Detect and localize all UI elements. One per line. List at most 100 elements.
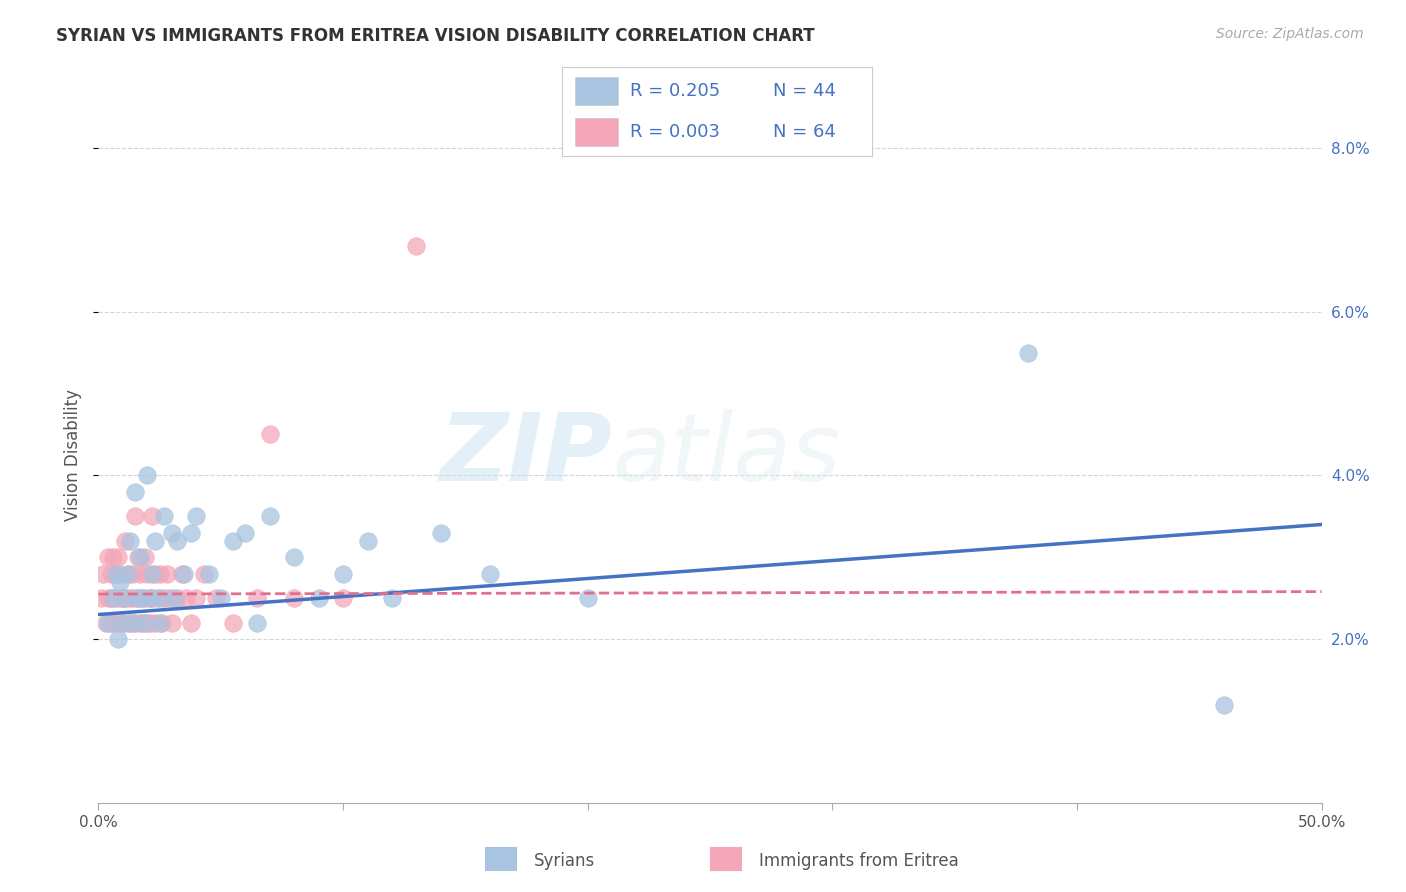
Text: Syrians: Syrians xyxy=(534,852,596,870)
Point xyxy=(1212,698,1234,712)
Point xyxy=(332,591,354,606)
Point xyxy=(104,566,127,581)
Point xyxy=(180,525,202,540)
Text: R = 0.205: R = 0.205 xyxy=(630,82,721,100)
Point xyxy=(107,632,129,646)
Point xyxy=(97,615,120,630)
Point xyxy=(114,591,136,606)
Point xyxy=(124,509,146,524)
Point xyxy=(160,615,183,630)
Point xyxy=(120,533,142,548)
Point xyxy=(114,591,136,606)
Point xyxy=(246,615,269,630)
Point xyxy=(107,550,129,565)
Point xyxy=(100,591,122,606)
Point xyxy=(259,509,281,524)
Text: SYRIAN VS IMMIGRANTS FROM ERITREA VISION DISABILITY CORRELATION CHART: SYRIAN VS IMMIGRANTS FROM ERITREA VISION… xyxy=(56,27,815,45)
Point xyxy=(166,533,188,548)
Text: ZIP: ZIP xyxy=(439,409,612,501)
Point xyxy=(136,468,159,483)
Point xyxy=(117,566,139,581)
Point xyxy=(149,591,172,606)
Point xyxy=(283,591,305,606)
Point xyxy=(121,591,143,606)
Point xyxy=(139,591,162,606)
Point xyxy=(94,615,117,630)
Point xyxy=(153,509,176,524)
Point xyxy=(381,591,404,606)
Point xyxy=(157,591,180,606)
Point xyxy=(121,615,143,630)
Point xyxy=(170,566,193,581)
Point xyxy=(110,574,132,589)
Point xyxy=(332,566,354,581)
Point xyxy=(141,566,163,581)
Point xyxy=(110,591,132,606)
Point xyxy=(117,566,139,581)
Point xyxy=(127,591,149,606)
Point xyxy=(104,566,127,581)
Point xyxy=(356,533,378,548)
Point xyxy=(127,550,149,565)
Point xyxy=(104,591,127,606)
Point xyxy=(1017,345,1039,359)
Text: N = 44: N = 44 xyxy=(773,82,835,100)
Point xyxy=(134,615,156,630)
Point xyxy=(141,509,163,524)
Point xyxy=(222,533,245,548)
Point xyxy=(149,615,172,630)
Point xyxy=(90,591,112,606)
Point xyxy=(283,550,305,565)
Point xyxy=(107,615,129,630)
Text: R = 0.003: R = 0.003 xyxy=(630,123,720,141)
Point xyxy=(131,615,153,630)
Point xyxy=(117,615,139,630)
Point xyxy=(101,615,124,630)
Point xyxy=(149,566,172,581)
Point xyxy=(163,591,186,606)
Point xyxy=(143,566,166,581)
Point xyxy=(127,591,149,606)
Y-axis label: Vision Disability: Vision Disability xyxy=(65,389,83,521)
Point xyxy=(134,550,156,565)
Point xyxy=(153,591,176,606)
Point xyxy=(173,566,195,581)
Point xyxy=(576,591,599,606)
Text: N = 64: N = 64 xyxy=(773,123,835,141)
Point xyxy=(111,615,134,630)
Point xyxy=(186,509,208,524)
FancyBboxPatch shape xyxy=(575,77,619,105)
Point xyxy=(100,615,122,630)
Point xyxy=(143,615,166,630)
Point xyxy=(136,615,159,630)
Point xyxy=(166,591,188,606)
Point xyxy=(120,615,142,630)
Point xyxy=(405,239,427,253)
Point xyxy=(160,525,183,540)
Point xyxy=(120,591,142,606)
Point xyxy=(156,566,179,581)
Point xyxy=(150,615,173,630)
Point xyxy=(131,591,153,606)
Point xyxy=(193,566,215,581)
Point xyxy=(101,550,124,565)
Text: atlas: atlas xyxy=(612,409,841,500)
Text: Source: ZipAtlas.com: Source: ZipAtlas.com xyxy=(1216,27,1364,41)
Point xyxy=(186,591,208,606)
Point xyxy=(139,615,162,630)
Point xyxy=(146,591,169,606)
Point xyxy=(180,615,202,630)
Point xyxy=(101,591,124,606)
Point xyxy=(111,615,134,630)
Point xyxy=(100,566,122,581)
Point xyxy=(129,550,152,565)
Point xyxy=(176,591,198,606)
Point xyxy=(134,591,156,606)
Point xyxy=(97,591,120,606)
Point xyxy=(478,566,501,581)
Point xyxy=(129,615,152,630)
Point xyxy=(197,566,219,581)
Point xyxy=(124,615,146,630)
Point xyxy=(259,427,281,442)
Point xyxy=(97,550,120,565)
